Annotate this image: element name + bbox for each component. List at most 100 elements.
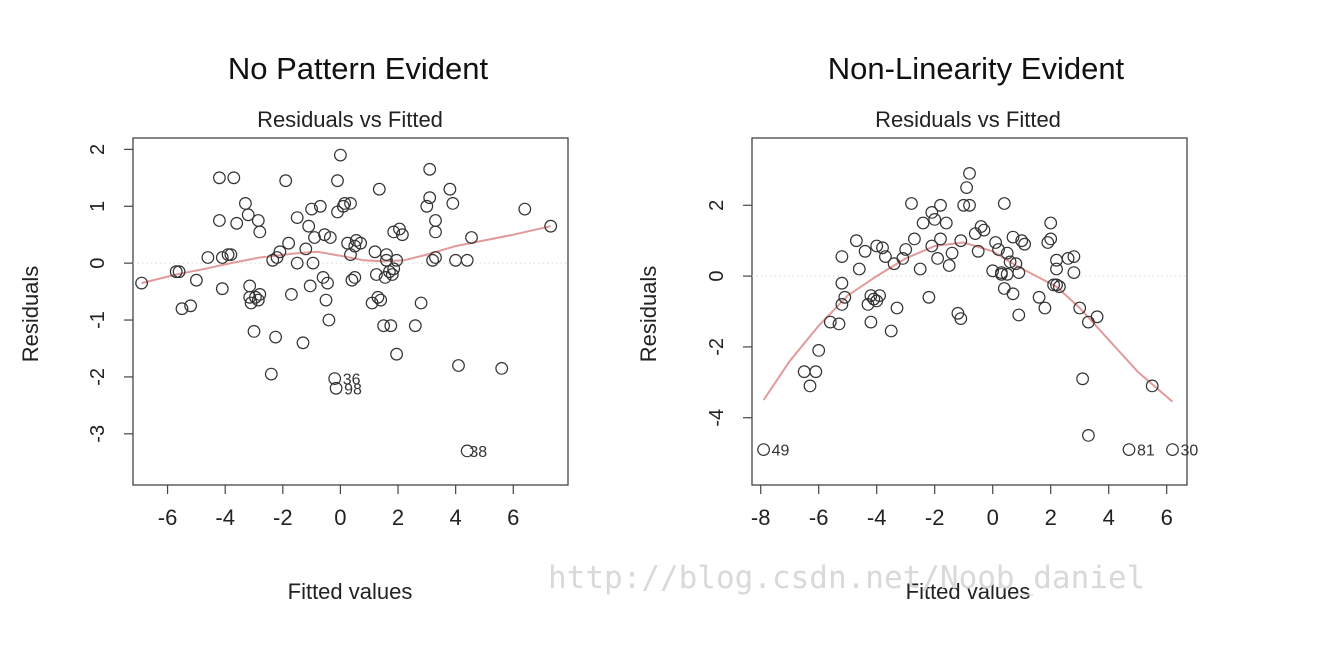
right-data-point bbox=[934, 232, 947, 246]
left-data-point bbox=[175, 302, 189, 316]
right-y-ticks: -4 -2 0 2 bbox=[706, 200, 752, 427]
right-data-point bbox=[928, 212, 942, 226]
left-data-point bbox=[387, 225, 401, 239]
left-data-point bbox=[460, 444, 474, 458]
right-data-point bbox=[838, 290, 852, 304]
right-data-point bbox=[989, 236, 1002, 249]
right-data-point bbox=[876, 241, 889, 255]
left-data-point bbox=[380, 248, 393, 262]
left-data-points bbox=[135, 148, 558, 458]
right-point-label: 30 bbox=[1181, 443, 1199, 460]
left-data-point bbox=[354, 236, 368, 250]
right-data-point bbox=[864, 315, 878, 329]
left-data-point bbox=[495, 362, 509, 375]
right-data-point bbox=[1166, 443, 1179, 457]
right-plot-frame bbox=[751, 137, 1188, 486]
right-x-tick-label: -4 bbox=[867, 505, 887, 530]
right-data-points bbox=[757, 166, 1179, 457]
right-data-point bbox=[896, 251, 910, 265]
right-data-point bbox=[1122, 443, 1136, 457]
left-data-point bbox=[230, 216, 244, 230]
right-data-point bbox=[1041, 236, 1055, 249]
right-data-point bbox=[879, 250, 892, 264]
left-data-point bbox=[396, 228, 409, 242]
right-data-point bbox=[913, 262, 927, 276]
right-data-point bbox=[922, 290, 936, 304]
right-data-point bbox=[963, 198, 976, 212]
left-data-point bbox=[384, 319, 398, 333]
left-data-point bbox=[348, 239, 362, 253]
right-x-tick-label: 6 bbox=[1161, 505, 1173, 530]
right-y-tick-label: -4 bbox=[706, 409, 728, 427]
right-data-point bbox=[995, 267, 1008, 281]
left-data-point bbox=[241, 208, 255, 222]
right-x-tick-label: -8 bbox=[751, 505, 771, 530]
left-data-point bbox=[423, 191, 437, 205]
right-data-point bbox=[884, 324, 898, 338]
right-data-point bbox=[890, 301, 904, 315]
right-data-point bbox=[899, 243, 913, 256]
left-y-tick-label: -2 bbox=[87, 368, 109, 386]
left-data-point bbox=[323, 231, 337, 244]
left-data-point bbox=[408, 319, 422, 333]
right-data-point bbox=[1090, 310, 1104, 324]
right-x-tick-label: 0 bbox=[987, 505, 999, 530]
right-data-point bbox=[997, 282, 1011, 295]
left-data-point bbox=[264, 367, 278, 381]
right-data-point bbox=[1006, 230, 1020, 244]
right-data-point bbox=[916, 216, 930, 230]
left-data-point bbox=[282, 236, 296, 250]
right-data-point bbox=[1067, 266, 1081, 280]
left-data-point bbox=[518, 202, 532, 216]
left-data-point bbox=[172, 265, 186, 279]
left-data-point bbox=[201, 251, 215, 264]
right-data-point bbox=[1032, 290, 1046, 304]
left-data-point bbox=[460, 253, 474, 267]
left-data-point bbox=[251, 214, 265, 227]
right-data-point bbox=[945, 246, 959, 260]
left-x-axis-label: Fitted values bbox=[288, 579, 413, 604]
right-data-point bbox=[1015, 234, 1029, 248]
left-data-point bbox=[319, 293, 333, 307]
left-x-tick-label: 0 bbox=[334, 505, 346, 530]
left-data-point bbox=[328, 372, 342, 386]
right-data-point bbox=[873, 289, 886, 303]
right-data-point bbox=[1006, 287, 1020, 301]
left-data-point bbox=[253, 288, 267, 301]
left-data-point bbox=[344, 248, 357, 262]
right-data-point bbox=[960, 181, 973, 195]
left-data-point bbox=[305, 202, 319, 216]
right-data-point bbox=[954, 312, 968, 326]
left-data-point bbox=[322, 313, 336, 327]
left-x-tick-label: -4 bbox=[215, 505, 235, 530]
right-data-point bbox=[992, 243, 1005, 256]
right-x-tick-label: -2 bbox=[925, 505, 945, 530]
left-data-point bbox=[253, 225, 267, 239]
left-data-point bbox=[313, 199, 327, 213]
left-data-point bbox=[429, 225, 442, 239]
right-data-point bbox=[870, 239, 884, 253]
right-data-point bbox=[925, 205, 939, 219]
right-x-tick-label: -6 bbox=[809, 505, 829, 530]
left-y-tick-label: 0 bbox=[87, 258, 109, 269]
left-point-label: 36 bbox=[343, 372, 361, 389]
left-data-point bbox=[308, 231, 321, 244]
left-data-point bbox=[344, 196, 357, 210]
right-data-point bbox=[1076, 372, 1089, 386]
left-data-point bbox=[290, 211, 304, 225]
right-data-point bbox=[1073, 301, 1087, 315]
right-data-point bbox=[942, 259, 956, 272]
left-data-point bbox=[169, 265, 183, 279]
left-data-point bbox=[321, 276, 334, 290]
left-data-point bbox=[446, 196, 460, 210]
left-data-point bbox=[371, 290, 385, 304]
right-x-axis-label: Fitted values bbox=[906, 579, 1031, 604]
right-data-point bbox=[1012, 308, 1026, 322]
right-data-point bbox=[1018, 237, 1031, 251]
left-data-point bbox=[279, 174, 293, 188]
right-data-point bbox=[852, 262, 866, 276]
left-data-point bbox=[334, 148, 347, 162]
left-data-point bbox=[135, 276, 149, 290]
left-data-point bbox=[348, 271, 362, 284]
